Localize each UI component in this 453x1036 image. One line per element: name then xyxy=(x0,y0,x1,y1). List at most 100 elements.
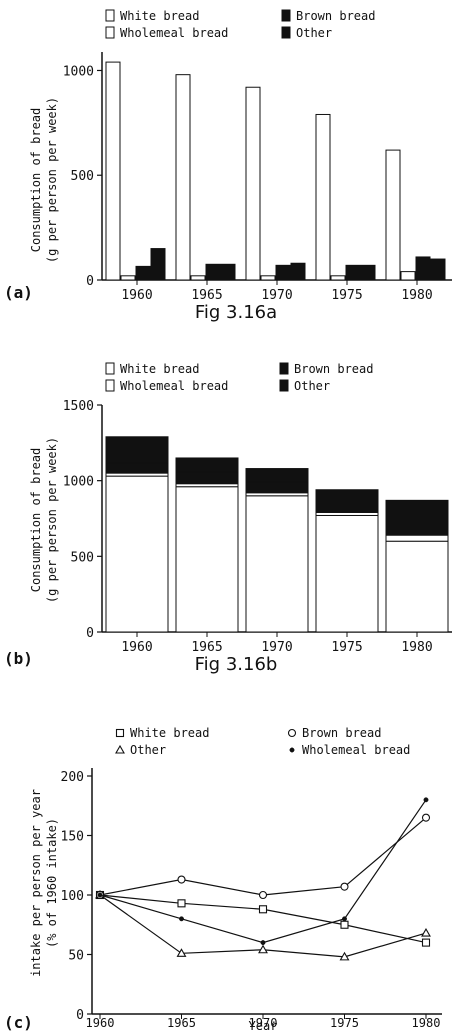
panel-c-xtick-label: 1965 xyxy=(167,1016,196,1030)
panel-a-legend-label-other: Other xyxy=(296,26,332,40)
panel-a-xtick-label: 1975 xyxy=(331,288,362,303)
panel-a-bar-white-bread-1975 xyxy=(315,113,331,281)
panel-c-point-white-bread-1970 xyxy=(258,905,268,914)
panel-a-ylabel-line2: (g per person per week) xyxy=(45,97,59,263)
panel-b-legend-swatch-wholemeal-bread xyxy=(105,379,115,392)
panel-a-legend-swatch-other xyxy=(281,26,291,39)
panel-b-legend-label-white-bread: White bread xyxy=(120,362,199,376)
panel-a-ylabel-line1: Consumption of bread xyxy=(29,108,43,253)
panel-b-ytick-label: 1000 xyxy=(63,475,94,490)
panel-c-point-brown-bread-1975 xyxy=(340,882,349,891)
panel-a-bar-brown-bread-1960 xyxy=(135,265,151,281)
panel-b-bar-white-bread-1965 xyxy=(175,486,239,633)
panel-c-point-brown-bread-1965 xyxy=(177,875,186,884)
panel-a-legend-swatch-brown-bread xyxy=(281,9,291,22)
panel-a-bar-wholemeal-bread-1960 xyxy=(120,275,136,281)
panel-b-ytick-label: 500 xyxy=(71,550,94,565)
panel-b-ylabel-line2: (g per person per week) xyxy=(45,437,59,603)
panel-b-bar-white-bread-1960 xyxy=(105,475,169,633)
panel-c-point-other-1975 xyxy=(339,951,350,961)
panel-b-bar-brown-bread-1970 xyxy=(245,481,309,494)
panel-b-ytick-label: 1500 xyxy=(63,399,94,414)
panel-c-point-white-bread-1965 xyxy=(177,899,186,908)
panel-c-label: (c) xyxy=(4,1013,33,1032)
panel-c-point-wholemeal-bread-1975 xyxy=(342,916,347,922)
panel-b-bar-other-1960 xyxy=(105,436,169,464)
panel-c-point-other-1980 xyxy=(421,927,431,937)
panel-b-bar-white-bread-1980 xyxy=(385,540,449,633)
panel-c-point-other-1965 xyxy=(176,948,187,957)
panel-a-bar-chart: Consumption of bread (g per person per w… xyxy=(4,9,452,323)
panel-a-legend-label-wholemeal-bread: Wholemeal bread xyxy=(120,26,228,40)
panel-a-legend-swatch-white-bread xyxy=(105,9,115,22)
panel-a-bar-white-bread-1965 xyxy=(175,74,191,281)
panel-a-bar-brown-bread-1965 xyxy=(205,263,221,281)
panel-b-ylabel-line1: Consumption of bread xyxy=(29,448,43,593)
panel-c-ytick-label: 0 xyxy=(76,1008,84,1023)
panel-a-bar-white-bread-1980 xyxy=(385,149,401,281)
panel-b-bar-brown-bread-1965 xyxy=(175,471,239,485)
panel-c-legend-label-other: Other xyxy=(130,743,166,757)
panel-c-line-wholemeal-bread xyxy=(99,799,427,944)
panel-c-legend-marker-other xyxy=(115,744,125,754)
panel-a-xtick-label: 1970 xyxy=(261,288,292,303)
panel-b-bar-white-bread-1975 xyxy=(315,514,379,633)
panel-a-legend-swatch-wholemeal-bread xyxy=(105,26,115,39)
panel-a-xtick-label: 1965 xyxy=(191,288,222,303)
panel-c-xtick-label: 1970 xyxy=(249,1016,278,1030)
panel-a-bar-other-1960 xyxy=(150,248,166,281)
panel-c-ytick-label: 100 xyxy=(61,889,84,904)
panel-a-bar-wholemeal-bread-1980 xyxy=(400,271,416,281)
panel-b-stacked-bar-chart: Consumption of bread (g per person per w… xyxy=(4,362,452,675)
panel-c-point-white-bread-1980 xyxy=(421,938,431,947)
panel-b-xtick-label: 1965 xyxy=(191,640,222,655)
panel-c-legend-marker-brown-bread xyxy=(287,728,297,738)
panel-a-bar-other-1965 xyxy=(220,263,236,281)
panel-a-ytick-label: 0 xyxy=(86,274,94,289)
panel-b-bar-wholemeal-bread-1980 xyxy=(385,534,449,542)
panel-a-legend-label-white-bread: White bread xyxy=(120,9,199,23)
panel-c-ylabel-line1: intake per person per year xyxy=(29,789,43,977)
panel-a-label: (a) xyxy=(4,283,33,302)
panel-a-bar-brown-bread-1970 xyxy=(275,264,291,281)
panel-b-legend-swatch-white-bread xyxy=(105,362,115,375)
panel-b-caption: Fig 3.16b xyxy=(195,654,278,675)
panel-c-point-wholemeal-bread-1960 xyxy=(97,892,103,898)
panel-c-ylabel-line2: (% of 1960 intake) xyxy=(45,818,59,948)
panel-a-bar-white-bread-1970 xyxy=(245,86,261,281)
panel-c-point-white-bread-1975 xyxy=(340,920,349,929)
panel-b-xtick-label: 1970 xyxy=(261,640,292,655)
panel-b-bar-other-1970 xyxy=(245,468,309,483)
panel-c-xlabel: Year xyxy=(249,1019,278,1033)
panel-b-bar-brown-bread-1980 xyxy=(385,518,449,536)
panel-c-legend-label-wholemeal-bread: Wholemeal bread xyxy=(302,743,410,757)
panel-b-label: (b) xyxy=(4,649,33,668)
panel-a-ytick-label: 1000 xyxy=(63,64,94,79)
panel-a-bar-wholemeal-bread-1975 xyxy=(330,275,346,281)
panel-b-bar-other-1975 xyxy=(315,489,379,503)
panel-b-bar-brown-bread-1975 xyxy=(315,501,379,513)
panel-a-bar-wholemeal-bread-1970 xyxy=(260,275,276,281)
panel-c-xtick-label: 1960 xyxy=(86,1016,115,1030)
panel-c-ytick-label: 150 xyxy=(61,830,84,845)
panel-c-line-white-bread xyxy=(99,894,427,944)
panel-a-bar-other-1980 xyxy=(430,258,446,281)
panel-a-bar-other-1975 xyxy=(360,264,376,281)
panel-a-xtick-label: 1960 xyxy=(121,288,152,303)
panel-b-legend-label-wholemeal-bread: Wholemeal bread xyxy=(120,379,228,393)
panel-a-bar-white-bread-1960 xyxy=(105,61,121,281)
panel-b-xtick-label: 1975 xyxy=(331,640,362,655)
panel-b-ytick-label: 0 xyxy=(86,626,94,641)
panel-a-bar-other-1970 xyxy=(290,262,306,281)
panel-c-point-wholemeal-bread-1970 xyxy=(260,940,266,946)
panel-a-bar-brown-bread-1980 xyxy=(415,256,431,281)
panel-b-bar-brown-bread-1960 xyxy=(105,462,169,474)
panel-c-point-other-1970 xyxy=(258,944,268,954)
panel-c-ytick-label: 200 xyxy=(61,770,84,785)
panel-a-legend-label-brown-bread: Brown bread xyxy=(296,9,375,23)
panel-b-legend-swatch-brown-bread xyxy=(279,362,289,375)
panel-b-legend-label-other: Other xyxy=(294,379,330,393)
panel-c-legend-label-white-bread: White bread xyxy=(130,726,209,740)
panel-b-bar-other-1965 xyxy=(175,457,239,473)
